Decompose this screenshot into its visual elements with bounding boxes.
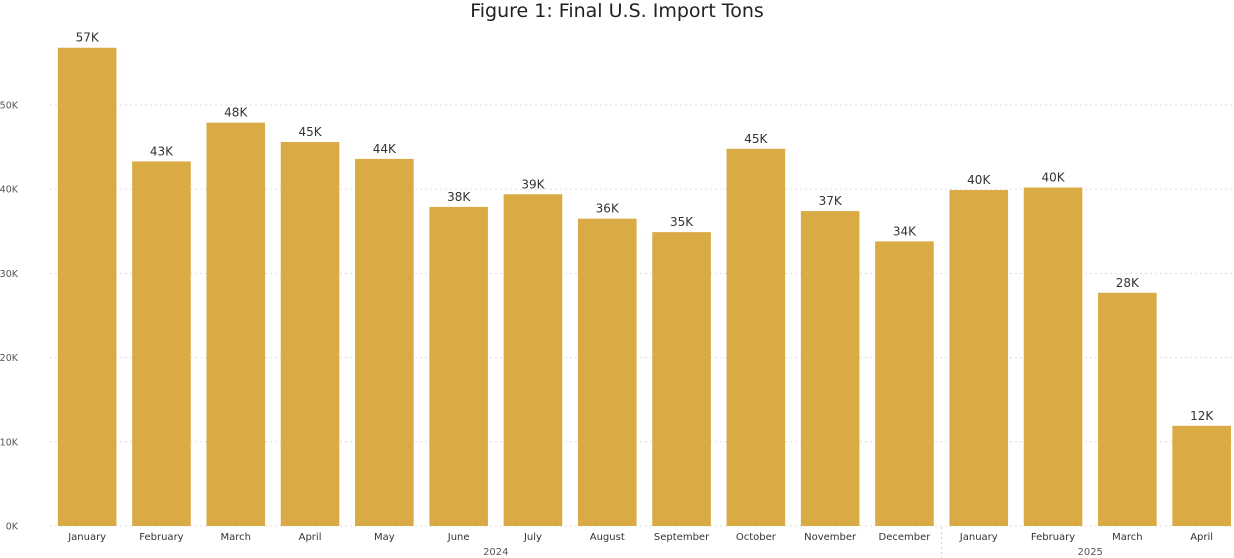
x-tick-label: April <box>299 532 322 543</box>
data-label: 39K <box>521 177 545 191</box>
x-tick-label: March <box>1112 532 1142 543</box>
chart-title: Figure 1: Final U.S. Import Tons <box>470 0 764 22</box>
data-label: 57K <box>76 31 100 45</box>
bar <box>355 158 414 526</box>
data-label: 36K <box>596 202 620 216</box>
x-tick-label: April <box>1190 532 1213 543</box>
bar <box>577 218 637 527</box>
x-tick-label: December <box>879 532 932 543</box>
x-axis: January February March April May June July Augu… <box>67 532 1213 543</box>
x-tick-label: October <box>736 532 777 543</box>
x-tick-label: September <box>654 532 710 543</box>
bar <box>800 211 860 527</box>
bar <box>875 241 934 527</box>
x-group-label: 2025 <box>1077 547 1102 558</box>
data-label: 12K <box>1190 409 1214 423</box>
data-label: 44K <box>373 142 397 156</box>
bar <box>652 232 711 526</box>
data-label: 40K <box>967 173 991 187</box>
x-tick-label: August <box>590 532 625 543</box>
y-tick-label: 0K <box>6 522 19 533</box>
data-label: 48K <box>224 106 248 120</box>
x-tick-label: November <box>804 532 857 543</box>
data-label: 37K <box>819 194 843 208</box>
bar <box>57 47 117 527</box>
bar <box>132 161 191 526</box>
x-tick-label: June <box>447 532 470 543</box>
data-label: 35K <box>670 215 694 229</box>
bar <box>1098 292 1157 526</box>
data-label: 28K <box>1116 276 1140 290</box>
y-tick-label: 40K <box>0 185 19 196</box>
bar <box>949 190 1009 527</box>
data-label: 45K <box>298 125 322 139</box>
x-tick-label: February <box>1031 532 1075 543</box>
x-tick-label: January <box>67 532 106 543</box>
bar <box>429 206 488 526</box>
data-labels: 57K 43K 48K 45K 44K 38K 39K 36K 35K 45K 37K 34K 40K 4… <box>76 31 1215 423</box>
x-group-label: 2024 <box>483 547 508 558</box>
data-label: 38K <box>447 190 471 204</box>
x-tick-label: January <box>959 532 998 543</box>
y-axis: 0K 10K 20K 30K 40K 50K <box>0 101 19 533</box>
data-label: 34K <box>893 224 917 238</box>
y-tick-label: 30K <box>0 269 19 280</box>
x-axis-groups: 2024 2025 <box>483 527 1103 558</box>
x-tick-label: July <box>523 532 542 543</box>
y-tick-label: 50K <box>0 101 19 112</box>
data-label: 40K <box>1041 171 1065 185</box>
bar <box>206 122 266 526</box>
data-label: 43K <box>150 144 174 158</box>
x-tick-label: March <box>221 532 251 543</box>
bar <box>503 194 563 526</box>
bar <box>726 148 786 526</box>
x-tick-label: May <box>374 532 395 543</box>
y-tick-label: 20K <box>0 353 19 364</box>
bar <box>280 142 340 526</box>
bars <box>57 47 1231 527</box>
bar <box>1023 187 1083 527</box>
y-tick-label: 10K <box>0 437 19 448</box>
data-label: 45K <box>744 132 768 146</box>
bar <box>1172 425 1231 526</box>
x-tick-label: February <box>139 532 183 543</box>
